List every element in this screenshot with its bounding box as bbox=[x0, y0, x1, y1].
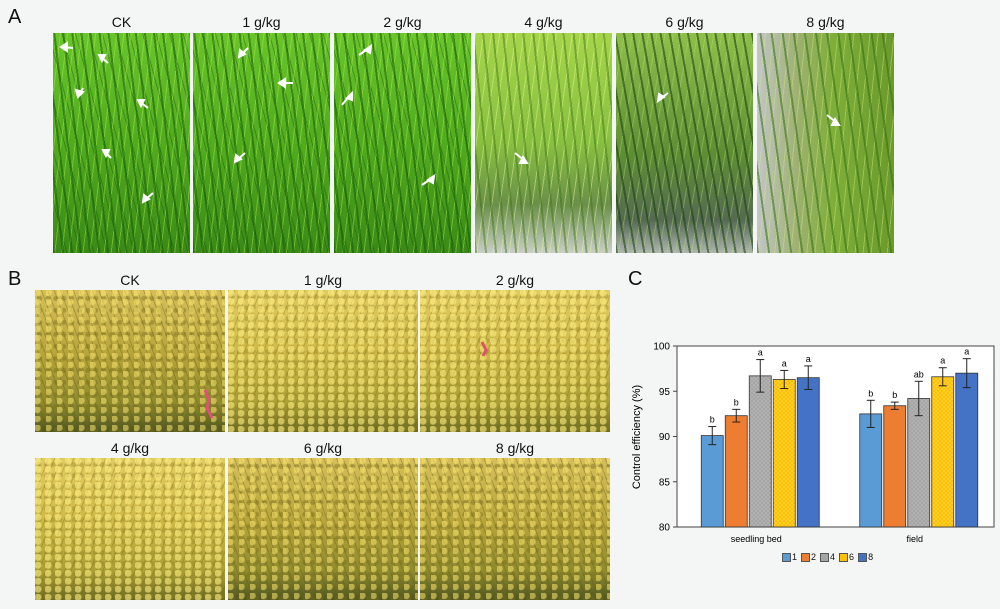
rice-photo-b-6 bbox=[228, 458, 418, 600]
significance-letter: a bbox=[940, 356, 945, 366]
significance-letter: b bbox=[868, 388, 873, 398]
x-category-label: seedling bed bbox=[731, 534, 782, 544]
legend-item-2: 2 bbox=[801, 552, 816, 562]
significance-letter: a bbox=[964, 347, 969, 357]
panel-a-label-ck: CK bbox=[111, 14, 132, 30]
panel-b-label-4: 4 g/kg bbox=[110, 440, 150, 456]
bar-2-0 bbox=[724, 415, 748, 528]
panel-a-label-6: 6 g/kg bbox=[665, 14, 704, 30]
arrow-icons bbox=[656, 92, 669, 104]
panel-a-letter: A bbox=[8, 6, 22, 28]
legend-item-1: 1 bbox=[782, 552, 797, 562]
pink-marker-icons bbox=[203, 389, 214, 419]
rice-photo-b-1 bbox=[228, 290, 418, 432]
panel-b-letter: B bbox=[8, 268, 22, 290]
panel-b-label-6: 6 g/kg bbox=[303, 440, 343, 456]
significance-letter: a bbox=[758, 348, 763, 358]
bar-2-1 bbox=[883, 405, 907, 528]
legend-label: 8 bbox=[868, 552, 874, 562]
legend-item-8: 8 bbox=[858, 552, 873, 562]
bar-1-0 bbox=[700, 435, 724, 528]
rice-photo-b-8 bbox=[420, 458, 610, 600]
legend-label: 6 bbox=[849, 552, 855, 562]
y-tick-label: 80 bbox=[659, 523, 671, 534]
significance-letter: a bbox=[782, 358, 787, 368]
bar-4-0 bbox=[748, 375, 772, 528]
legend-swatch bbox=[820, 552, 830, 562]
rice-photo-a-6 bbox=[616, 33, 753, 253]
y-tick-label: 100 bbox=[653, 342, 670, 353]
legend-label: 1 bbox=[792, 552, 798, 562]
arrow-icons bbox=[514, 152, 529, 164]
arrow-icons bbox=[826, 114, 841, 126]
panel-a-label-1: 1 g/kg bbox=[242, 14, 281, 30]
panel-a-label-4: 4 g/kg bbox=[524, 14, 563, 30]
y-axis-label: Control efficiency (%) bbox=[631, 385, 643, 489]
bar-8-1 bbox=[955, 372, 979, 528]
significance-letter: ab bbox=[914, 369, 924, 379]
rice-photo-a-ck bbox=[53, 33, 190, 253]
legend-swatch bbox=[801, 552, 811, 562]
legend-item-6: 6 bbox=[839, 552, 854, 562]
x-category-label: field bbox=[906, 534, 923, 544]
rice-photo-a-8 bbox=[757, 33, 894, 253]
rice-photo-a-1 bbox=[193, 33, 330, 253]
rice-photo-a-4 bbox=[475, 33, 612, 253]
legend-label: 4 bbox=[830, 552, 836, 562]
arrow-icons bbox=[341, 43, 436, 186]
panel-a-label-2: 2 g/kg bbox=[383, 14, 422, 30]
legend-swatch bbox=[858, 552, 868, 562]
bar-1-1 bbox=[859, 413, 883, 528]
legend-item-4: 4 bbox=[820, 552, 835, 562]
arrow-icons bbox=[233, 47, 293, 164]
bar-6-1 bbox=[931, 376, 955, 528]
panel-b-label-1: 1 g/kg bbox=[303, 272, 343, 288]
significance-letter: b bbox=[734, 397, 739, 407]
arrow-icons bbox=[59, 41, 154, 204]
rice-photo-b-4 bbox=[35, 458, 225, 600]
panel-b-label-8: 8 g/kg bbox=[495, 440, 535, 456]
legend-label: 2 bbox=[811, 552, 817, 562]
pink-marker-icons bbox=[480, 341, 488, 357]
bar-6-0 bbox=[772, 379, 796, 528]
legend-swatch bbox=[782, 552, 791, 562]
rice-photo-b-ck bbox=[35, 290, 225, 432]
significance-letter: b bbox=[710, 415, 715, 425]
significance-letter: a bbox=[806, 354, 811, 364]
significance-letter: b bbox=[892, 390, 897, 400]
bar-8-0 bbox=[796, 377, 820, 528]
y-tick-label: 95 bbox=[659, 387, 671, 398]
rice-photo-a-2 bbox=[334, 33, 471, 253]
chart-legend: 1 2 4 6 8 bbox=[782, 552, 873, 562]
panel-b-label-2: 2 g/kg bbox=[495, 272, 535, 288]
bar-4-1 bbox=[907, 398, 931, 528]
y-tick-label: 90 bbox=[659, 432, 671, 443]
y-tick-label: 85 bbox=[659, 477, 671, 488]
legend-swatch bbox=[839, 552, 849, 562]
panel-b-label-ck: CK bbox=[120, 272, 140, 288]
panel-c-letter: C bbox=[628, 268, 643, 290]
rice-photo-b-2 bbox=[420, 290, 610, 432]
panel-a-label-8: 8 g/kg bbox=[806, 14, 845, 30]
